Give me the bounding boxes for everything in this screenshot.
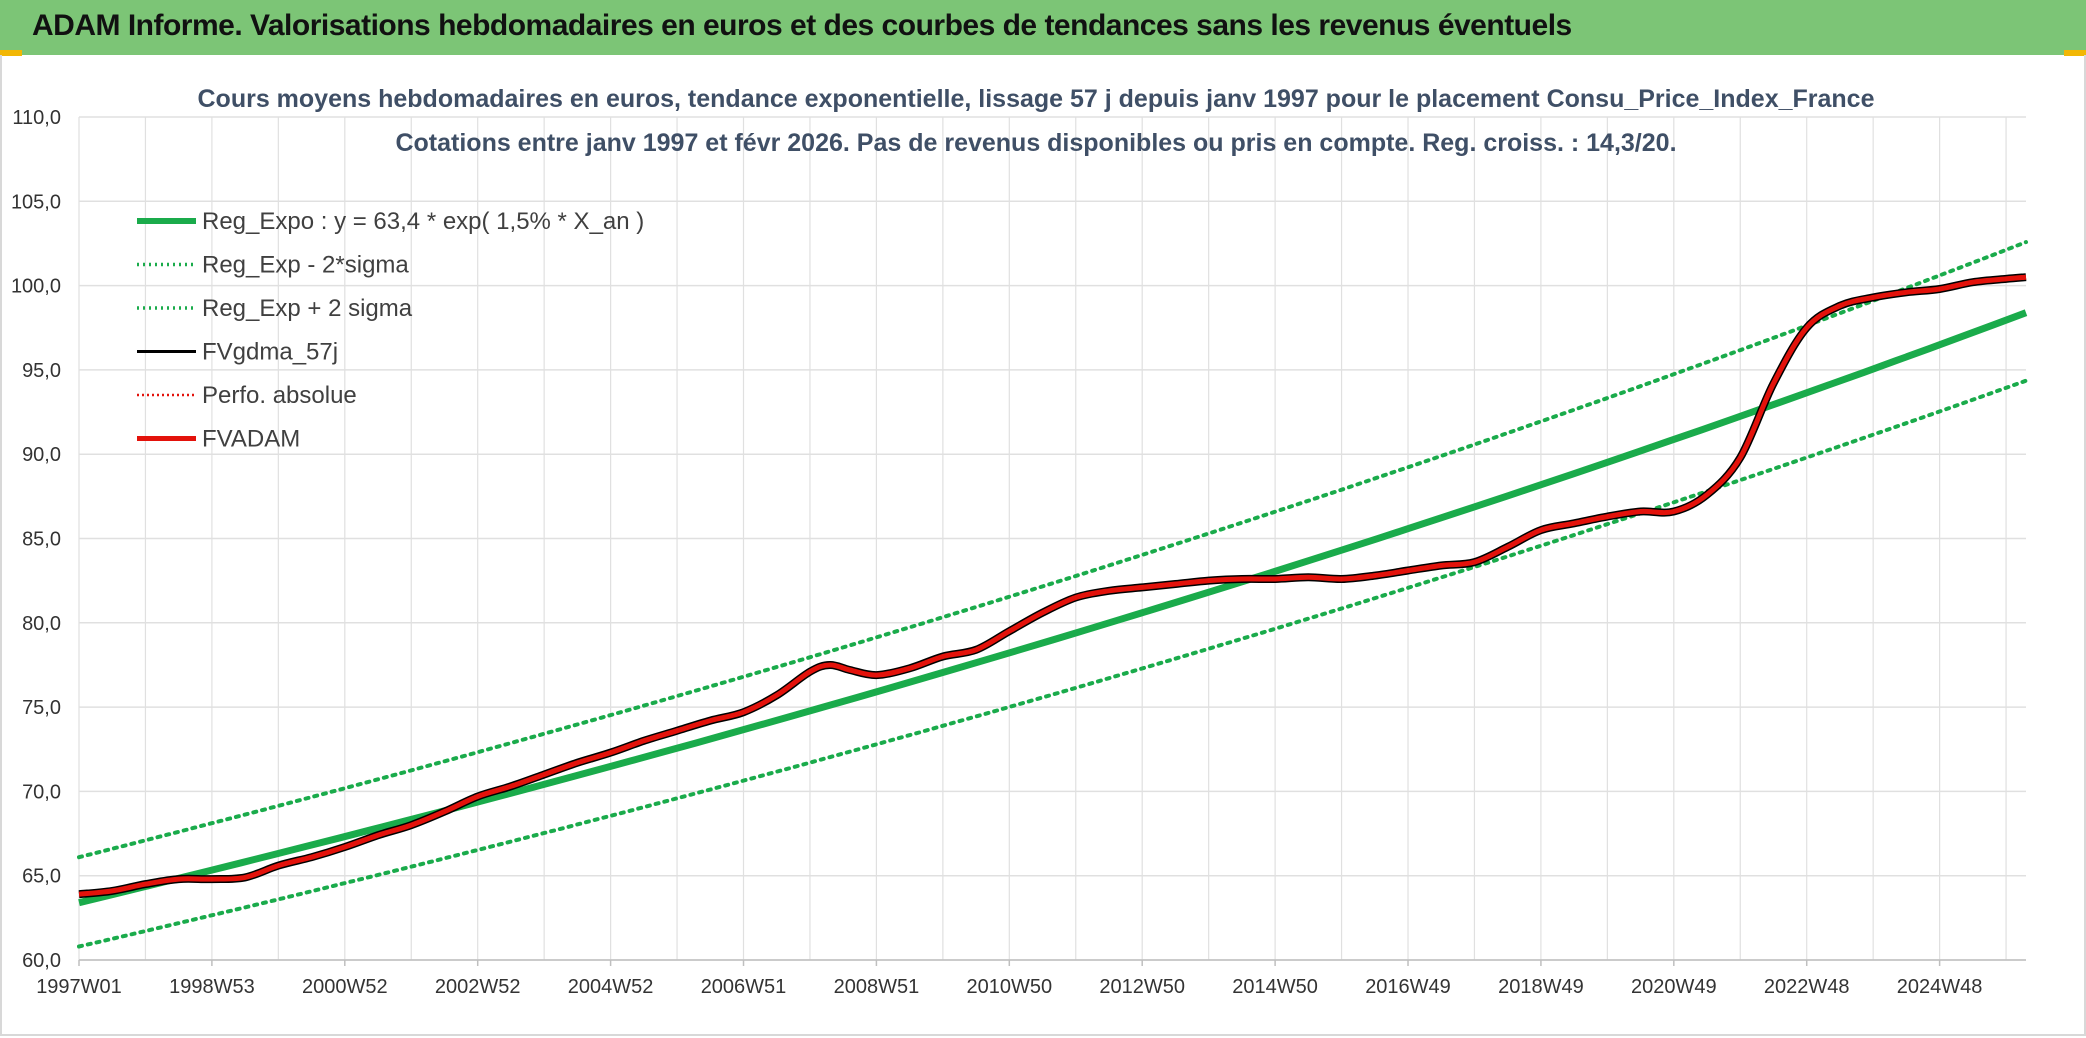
series-reg-minus-2sigma xyxy=(77,378,2028,949)
legend-label-perfo: Perfo. absolue xyxy=(202,382,357,409)
banner-title: ADAM Informe. Valorisations hebdomadaire… xyxy=(32,9,1572,42)
title-banner: ADAM Informe. Valorisations hebdomadaire… xyxy=(0,0,2086,55)
y-tick-label: 75,0 xyxy=(22,697,61,719)
x-tick-label: 2002W52 xyxy=(435,976,521,998)
legend-label-fvadam: FVADAM xyxy=(202,426,300,453)
legend: Reg_Expo : y = 63,4 * exp( 1,5% * X_an )… xyxy=(137,208,644,453)
x-tick-label: 2004W52 xyxy=(568,976,654,998)
chart-subtitle: Cotations entre janv 1997 et févr 2026. … xyxy=(395,129,1676,157)
y-tick-label: 85,0 xyxy=(22,529,61,551)
banner-corner-left xyxy=(0,50,22,56)
y-tick-label: 105,0 xyxy=(11,191,61,213)
y-tick-label: 90,0 xyxy=(22,444,61,466)
y-tick-label: 95,0 xyxy=(22,360,61,382)
x-tick-label: 2012W50 xyxy=(1099,976,1185,998)
x-tick-label: 2006W51 xyxy=(701,976,787,998)
x-tick-label: 2022W48 xyxy=(1764,976,1850,998)
x-tick-label: 1998W53 xyxy=(169,976,255,998)
y-tick-label: 60,0 xyxy=(22,950,61,972)
legend-label-reg: Reg_Expo : y = 63,4 * exp( 1,5% * X_an ) xyxy=(202,208,644,235)
series-fvadam xyxy=(78,274,2027,897)
legend-label-reg_high: Reg_Exp + 2 sigma xyxy=(202,295,413,322)
x-tick-label: 2016W49 xyxy=(1365,976,1451,998)
x-axis: 1997W01 1998W53 2000W52 2002W52 2004W52 2006W… xyxy=(36,959,2026,998)
chart-title: Cours moyens hebdomadaires en euros, ten… xyxy=(198,85,1875,113)
x-tick-label: 2010W50 xyxy=(966,976,1052,998)
x-tick-label: 2020W49 xyxy=(1631,976,1717,998)
y-tick-label: 70,0 xyxy=(22,781,61,803)
x-tick-label: 1997W01 xyxy=(36,976,122,998)
x-tick-label: 2000W52 xyxy=(302,976,388,998)
legend-label-reg_low: Reg_Exp - 2*sigma xyxy=(202,252,409,279)
legend-label-fvgdma: FVgdma_57j xyxy=(202,339,338,366)
series-reg-expo xyxy=(78,309,2028,907)
x-tick-label: 2008W51 xyxy=(834,976,920,998)
y-tick-label: 110,0 xyxy=(12,107,61,129)
y-tick-label: 100,0 xyxy=(11,276,61,298)
series-layer xyxy=(77,240,2028,949)
x-tick-label: 2014W50 xyxy=(1232,976,1318,998)
y-axis: 60,0 65,0 70,0 75,0 80,0 85,0 90,0 95,0 100,0 105… xyxy=(11,107,61,972)
series-reg-plus-2sigma xyxy=(77,240,2028,860)
chart-frame xyxy=(0,55,2086,1036)
grid xyxy=(78,116,2026,961)
y-tick-label: 65,0 xyxy=(22,866,61,888)
banner-corner-right xyxy=(2064,50,2086,56)
x-tick-label: 2018W49 xyxy=(1498,976,1584,998)
x-tick-label: 2024W48 xyxy=(1897,976,1983,998)
y-tick-label: 80,0 xyxy=(22,613,61,635)
